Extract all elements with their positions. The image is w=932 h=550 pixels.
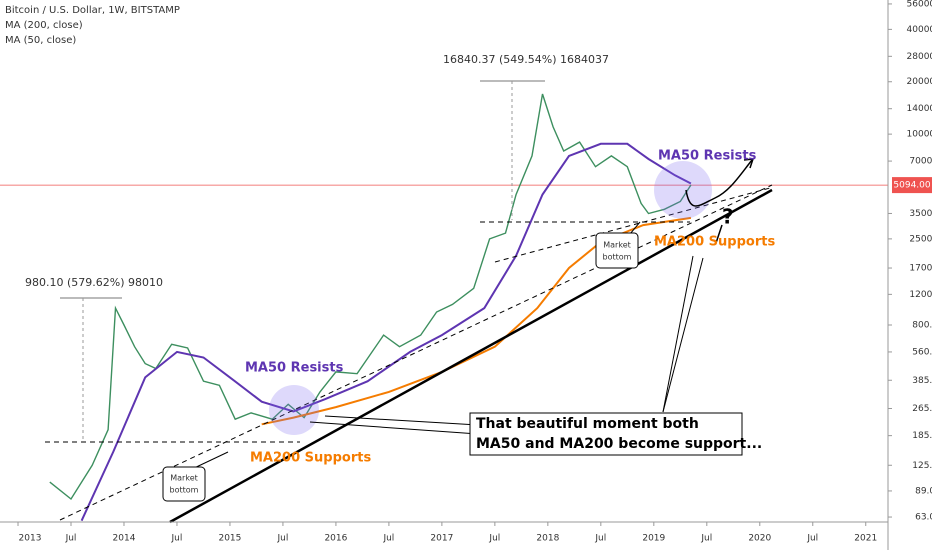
arrow-head [743, 158, 755, 169]
note-text: bottom [603, 253, 632, 262]
annotation: ? [722, 205, 734, 229]
drawings [45, 80, 773, 524]
y-tick-label: 40000.00 [907, 25, 932, 35]
note-text: Market [603, 241, 631, 250]
y-tick-label: 20000.00 [907, 77, 932, 87]
x-tick-label: 2017 [430, 534, 453, 544]
highlight-circle [654, 161, 712, 219]
x-tick-label: Jul [594, 534, 606, 544]
callout-pointer [324, 415, 479, 426]
x-tick-label: 2020 [748, 534, 771, 544]
y-tick-label: 265.00 [912, 404, 932, 414]
x-tick-label: 2019 [642, 534, 665, 544]
x-tick-label: 2021 [854, 534, 877, 544]
legend-entry: MA (200, close) [5, 20, 83, 31]
legend-entry: MA (50, close) [5, 35, 76, 46]
y-tick-label: 28000.00 [907, 52, 932, 62]
y-tick-label: 14000.00 [907, 104, 932, 114]
projection-arrow [685, 159, 753, 207]
annotation: MA200 Supports [250, 451, 371, 466]
annotation: MA200 Supports [654, 235, 775, 250]
x-tick-label: Jul [277, 534, 289, 544]
annotation: MA50 Resists [658, 149, 757, 164]
x-tick-label: Jul [382, 534, 394, 544]
last-price-box [892, 177, 932, 194]
y-tick-label: 560.00 [912, 347, 932, 357]
note-box [595, 232, 639, 269]
series-line [80, 142, 692, 522]
x-tick-label: Jul [65, 534, 77, 544]
x-tick-label: Jul [806, 534, 818, 544]
x-tick-label: Jul [488, 534, 500, 544]
x-tick-label: 2013 [19, 534, 42, 544]
callout-box [469, 412, 743, 456]
y-tick-label: 1700.00 [909, 264, 932, 274]
y-tick-label: 89.00 [915, 486, 932, 496]
trendline [169, 188, 773, 524]
series-line [49, 93, 692, 501]
axes [0, 0, 889, 550]
callout-text: MA50 and MA200 become support... [476, 436, 762, 452]
callout-pointer [309, 421, 479, 435]
y-tick-label: 2500.00 [909, 234, 932, 244]
y-tick-label: 63.00 [915, 513, 932, 523]
question-stroke [715, 224, 723, 244]
annotation: MA50 Resists [245, 361, 344, 376]
note-text: bottom [170, 486, 199, 495]
x-tick-label: 2018 [536, 534, 559, 544]
callout-pointer [662, 255, 694, 413]
trendline-dashed [494, 187, 771, 263]
callout-pointer [662, 257, 704, 413]
y-tick-label: 7000.00 [909, 157, 932, 167]
last-price-label: 5094.00 [893, 181, 930, 191]
y-tick-label: 1200.00 [909, 290, 932, 300]
x-tick-label: Jul [700, 534, 712, 544]
note-box [162, 466, 206, 502]
note-text: Market [170, 474, 198, 483]
y-tick-label: 3500.00 [909, 209, 932, 219]
annotation: 980.10 (579.62%) 98010 [25, 276, 163, 289]
y-tick-label: 185.00 [912, 431, 932, 441]
y-tick-label: 125.00 [912, 461, 932, 471]
y-tick-label: 56000.00 [907, 0, 932, 9]
y-tick-label: 10000.00 [907, 130, 932, 140]
x-tick-label: Jul [171, 534, 183, 544]
x-tick-label: 2016 [324, 534, 347, 544]
legend-entry: Bitcoin / U.S. Dollar, 1W, BITSTAMP [5, 5, 180, 16]
y-tick-label: 385.00 [912, 376, 932, 386]
callout-text: That beautiful moment both [476, 416, 699, 432]
x-tick-label: 2015 [218, 534, 241, 544]
annotation: 16840.37 (549.54%) 1684037 [443, 53, 609, 66]
highlight-circle [269, 385, 319, 435]
y-tick-label: 800.00 [912, 320, 932, 330]
x-tick-label: 2014 [113, 534, 136, 544]
